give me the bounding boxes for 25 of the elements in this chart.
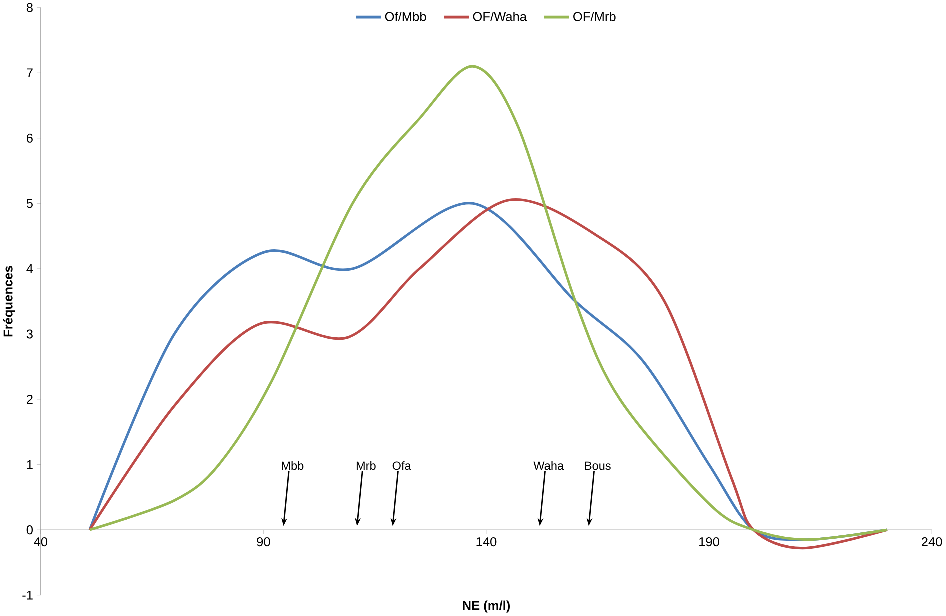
legend-label: Of/Mbb [385,12,426,22]
x-tick-label: 190 [700,537,720,547]
y-tick-label: 3 [26,330,33,339]
annotation: Mrb [356,461,376,470]
y-tick-label: 2 [27,395,33,404]
x-tick-label: 40 [34,537,48,547]
legend-label: OF/Waha [473,12,528,22]
y-tick-label: 8 [26,3,33,12]
y-tick-label: 7 [27,68,33,78]
y-tick-label: -1 [22,590,33,600]
y-axis-title: Fréquences [3,266,16,337]
x-tick-label: 90 [257,537,270,547]
annotation: Mbb [282,461,304,470]
x-tick-label: 240 [922,537,942,547]
y-tick-label: 5 [26,199,33,208]
y-tick-label: 1 [27,460,33,470]
annotation: Waha [534,461,564,470]
y-tick-label: 6 [27,134,33,143]
x-tick-label: 140 [476,537,497,547]
y-tick-label: 4 [26,264,34,274]
y-tick-label: 0 [26,526,33,535]
legend-label: OF/Mrb [574,12,616,22]
annotation: Ofa [392,461,412,470]
annotation: Bous [585,462,611,470]
x-axis-title: NE (m/l) [463,600,510,613]
